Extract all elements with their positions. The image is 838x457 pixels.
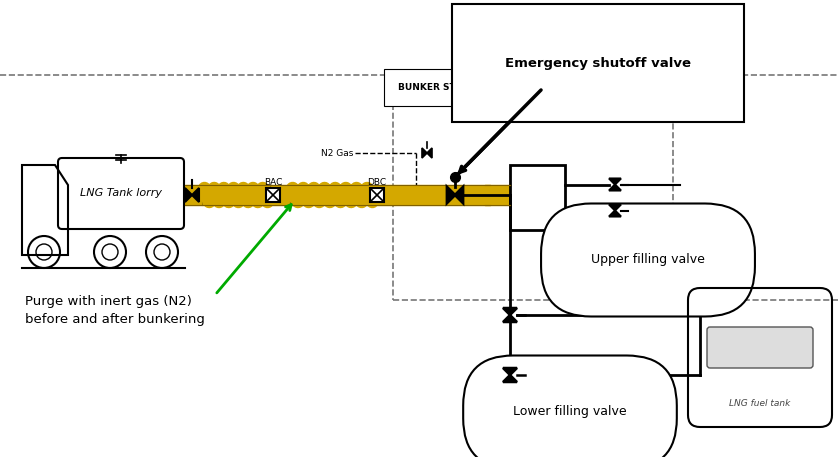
Text: Purge with inert gas (N2)
before and after bunkering: Purge with inert gas (N2) before and aft… <box>25 295 204 326</box>
Bar <box>393 80 673 300</box>
Text: DBC: DBC <box>367 178 386 187</box>
Polygon shape <box>609 204 621 211</box>
Text: BUNKER STATION: BUNKER STATION <box>398 83 486 92</box>
Text: BAC: BAC <box>264 178 282 187</box>
Polygon shape <box>192 188 199 202</box>
Text: LNG fuel tank: LNG fuel tank <box>729 399 791 408</box>
Polygon shape <box>427 148 432 158</box>
Polygon shape <box>503 315 517 322</box>
Polygon shape <box>609 179 621 185</box>
Polygon shape <box>503 375 517 382</box>
Polygon shape <box>609 211 621 217</box>
Bar <box>510 165 565 230</box>
Text: N2 Gas: N2 Gas <box>321 149 353 158</box>
Polygon shape <box>447 187 455 203</box>
Polygon shape <box>503 308 517 315</box>
FancyBboxPatch shape <box>707 327 813 368</box>
Text: Lower filling valve: Lower filling valve <box>513 405 627 419</box>
Text: Emergency shutoff valve: Emergency shutoff valve <box>505 57 691 69</box>
Polygon shape <box>503 368 517 375</box>
Polygon shape <box>422 148 427 158</box>
Text: LNG Tank lorry: LNG Tank lorry <box>80 188 162 198</box>
Bar <box>370 188 384 202</box>
Bar <box>266 188 280 202</box>
Text: Upper filling valve: Upper filling valve <box>591 254 705 266</box>
Polygon shape <box>455 187 463 203</box>
Polygon shape <box>609 185 621 191</box>
Polygon shape <box>185 188 192 202</box>
